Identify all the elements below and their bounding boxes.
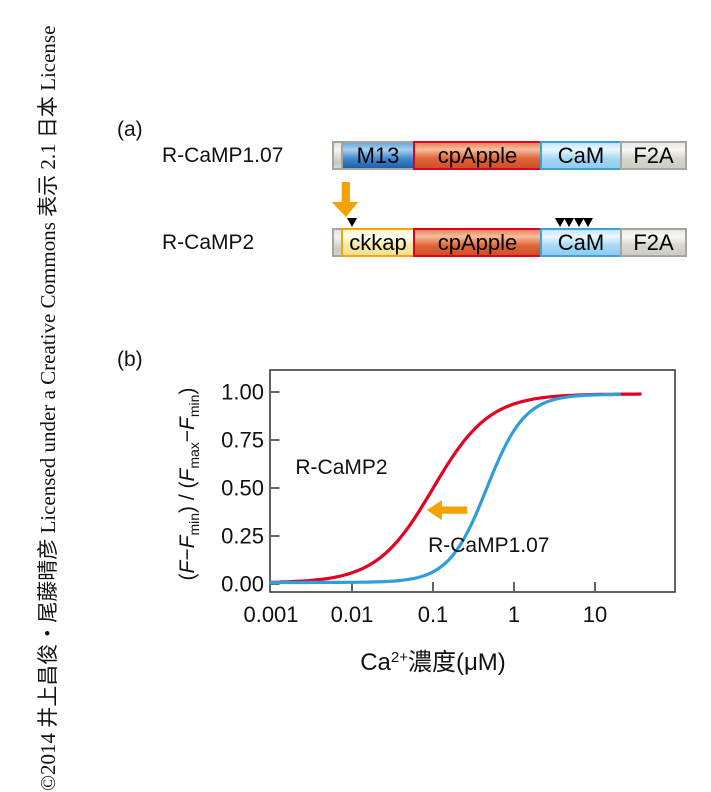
x-tick-label: 0.1 (418, 602, 449, 627)
y-tick-label: 0.00 (221, 572, 264, 597)
construct-name-rcamp107: R-CaMP1.07 (162, 144, 284, 167)
plot-frame (269, 369, 676, 593)
panel-a-label: (a) (117, 118, 143, 141)
mutation-marker-triangle-icon (564, 218, 574, 227)
domain-segment-F2A: F2A (620, 228, 687, 257)
y-tick-label: 1.00 (221, 380, 264, 405)
series-label-R-CaMP1.07: R-CaMP1.07 (428, 534, 549, 557)
domain-segment-cpApple: cpApple (413, 141, 542, 170)
mutation-marker-triangle-icon (573, 218, 584, 227)
x-axis-label: Ca2+濃度(μM) (360, 649, 506, 676)
construct-name-rcamp2: R-CaMP2 (162, 231, 255, 254)
domain-segment-CaM: CaM (540, 141, 622, 170)
domain-segment-CaM: CaM (540, 228, 622, 257)
y-tick-label: 0.50 (221, 476, 264, 501)
x-tick-label: 0.01 (331, 602, 374, 627)
shift-left-arrow-icon (426, 500, 468, 521)
domain-segment-F2A: F2A (620, 141, 687, 170)
domain-bar-rcamp2: ckkap cpApple CaM F2A (332, 228, 687, 257)
series-label-R-CaMP2: R-CaMP2 (295, 456, 387, 479)
y-tick-label: 0.25 (221, 524, 264, 549)
domain-segment-M13: M13 (341, 141, 415, 170)
domain-segment-cpApple: cpApple (413, 228, 542, 257)
mutation-marker-triangle-icon (554, 218, 565, 227)
curve-R-CaMP1.07 (269, 392, 621, 585)
conversion-down-arrow-icon (331, 182, 359, 217)
domain-segment-ckkap: ckkap (341, 228, 415, 257)
titration-chart: 0.001 0.01 0.1 1 10 0.00 0.25 0.50 0.75 1.00 Ca2+濃… (176, 369, 676, 676)
copyright-vertical-text: ©2014 井上昌俊・尾藤晴彦 Licensed under a Creativ… (36, 25, 60, 791)
mutation-marker-triangle-icon (583, 218, 593, 227)
down-arrow-shape (331, 182, 359, 217)
x-tick-label: 0.001 (243, 602, 298, 627)
x-tick-label: 1 (508, 602, 520, 627)
mutation-marker-triangle-icon (347, 218, 357, 227)
y-axis-label: (F−Fmin) / (Fmax−Fmin) (176, 388, 202, 581)
x-tick-label: 10 (583, 602, 607, 627)
panel-b-label: (b) (117, 348, 143, 371)
domain-bar-rcamp107: M13 cpApple CaM F2A (332, 141, 687, 170)
y-tick-label: 0.75 (221, 428, 264, 453)
